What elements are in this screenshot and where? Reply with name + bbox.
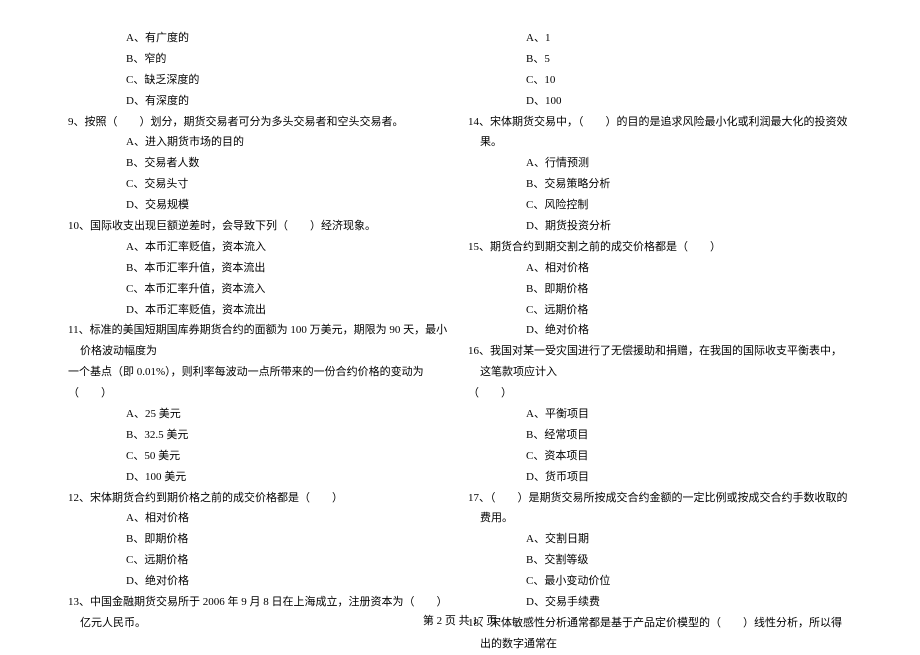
q13-option-a: A、1: [468, 28, 852, 49]
q13-option-c: C、10: [468, 70, 852, 91]
q9-option-d: D、交易规模: [68, 195, 452, 216]
q8-option-a: A、有广度的: [68, 28, 452, 49]
q15-text: 15、期货合约到期交割之前的成交价格都是（ ）: [468, 237, 852, 258]
q12-option-c: C、远期价格: [68, 550, 452, 571]
q10-option-d: D、本币汇率贬值，资本流出: [68, 300, 452, 321]
q12-text: 12、宋体期货合约到期价格之前的成交价格都是（ ）: [68, 488, 452, 509]
q11-text: 11、标准的美国短期国库券期货合约的面额为 100 万美元，期限为 90 天，最…: [68, 320, 452, 362]
q9-text: 9、按照（ ）划分，期货交易者可分为多头交易者和空头交易者。: [68, 112, 452, 133]
q14-option-c: C、风险控制: [468, 195, 852, 216]
q14-option-d: D、期货投资分析: [468, 216, 852, 237]
q16-cont: （ ）: [468, 383, 852, 404]
q13-option-b: B、5: [468, 49, 852, 70]
q8-option-c: C、缺乏深度的: [68, 70, 452, 91]
right-column: A、1 B、5 C、10 D、100 14、宋体期货交易中，（ ）的目的是追求风…: [460, 28, 860, 655]
q15-option-a: A、相对价格: [468, 258, 852, 279]
q11-option-c: C、50 美元: [68, 446, 452, 467]
page-footer: 第 2 页 共 17 页: [0, 611, 920, 632]
q12-option-d: D、绝对价格: [68, 571, 452, 592]
q15-option-b: B、即期价格: [468, 279, 852, 300]
q13-option-d: D、100: [468, 91, 852, 112]
q9-option-b: B、交易者人数: [68, 153, 452, 174]
q11-option-b: B、32.5 美元: [68, 425, 452, 446]
q15-option-c: C、远期价格: [468, 300, 852, 321]
q17-option-c: C、最小变动价位: [468, 571, 852, 592]
q16-option-c: C、资本项目: [468, 446, 852, 467]
q11-cont: 一个基点（即 0.01%），则利率每波动一点所带来的一份合约价格的变动为（ ）: [68, 362, 452, 404]
q16-text: 16、我国对某一受灾国进行了无偿援助和捐赠，在我国的国际收支平衡表中，这笔款项应…: [468, 341, 852, 383]
q15-option-d: D、绝对价格: [468, 320, 852, 341]
q8-option-b: B、窄的: [68, 49, 452, 70]
q10-text: 10、国际收支出现巨额逆差时，会导致下列（ ）经济现象。: [68, 216, 452, 237]
q17-text: 17、（ ）是期货交易所按成交合约金额的一定比例或按成交合约手数收取的费用。: [468, 488, 852, 530]
q16-option-a: A、平衡项目: [468, 404, 852, 425]
q12-option-b: B、即期价格: [68, 529, 452, 550]
q16-option-b: B、经常项目: [468, 425, 852, 446]
q12-option-a: A、相对价格: [68, 508, 452, 529]
q9-option-a: A、进入期货市场的目的: [68, 132, 452, 153]
q17-option-b: B、交割等级: [468, 550, 852, 571]
q14-text: 14、宋体期货交易中，（ ）的目的是追求风险最小化或利润最大化的投资效果。: [468, 112, 852, 154]
q11-option-a: A、25 美元: [68, 404, 452, 425]
page-container: A、有广度的 B、窄的 C、缺乏深度的 D、有深度的 9、按照（ ）划分，期货交…: [0, 0, 920, 655]
q10-option-a: A、本币汇率贬值，资本流入: [68, 237, 452, 258]
q17-option-a: A、交割日期: [468, 529, 852, 550]
q11-option-d: D、100 美元: [68, 467, 452, 488]
q9-option-c: C、交易头寸: [68, 174, 452, 195]
q14-option-a: A、行情预测: [468, 153, 852, 174]
left-column: A、有广度的 B、窄的 C、缺乏深度的 D、有深度的 9、按照（ ）划分，期货交…: [60, 28, 460, 655]
q10-option-c: C、本币汇率升值，资本流入: [68, 279, 452, 300]
q10-option-b: B、本币汇率升值，资本流出: [68, 258, 452, 279]
q14-option-b: B、交易策略分析: [468, 174, 852, 195]
q8-option-d: D、有深度的: [68, 91, 452, 112]
q16-option-d: D、货币项目: [468, 467, 852, 488]
q17-option-d: D、交易手续费: [468, 592, 852, 613]
